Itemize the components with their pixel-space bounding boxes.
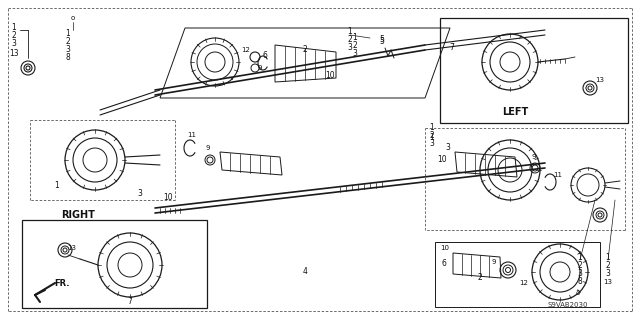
Text: S9VAB2030: S9VAB2030 <box>548 302 589 308</box>
Text: 1: 1 <box>353 33 357 41</box>
Text: 6: 6 <box>442 258 447 268</box>
Text: 2: 2 <box>578 262 582 271</box>
Text: 13: 13 <box>9 48 19 57</box>
Text: 3: 3 <box>429 139 435 149</box>
Text: 2: 2 <box>605 262 611 271</box>
Text: 9: 9 <box>532 154 536 160</box>
Text: RIGHT: RIGHT <box>61 210 95 220</box>
Text: 3: 3 <box>605 270 611 278</box>
Text: 10: 10 <box>163 192 173 202</box>
Text: 3: 3 <box>353 48 357 57</box>
Text: 10: 10 <box>325 71 335 80</box>
Text: 1: 1 <box>54 181 60 189</box>
Text: 3: 3 <box>577 270 582 278</box>
Text: 10: 10 <box>437 155 447 165</box>
Text: 6: 6 <box>262 50 268 60</box>
Text: 12: 12 <box>241 47 250 53</box>
Text: 2: 2 <box>429 131 435 140</box>
Text: 3: 3 <box>348 43 353 53</box>
Text: 1: 1 <box>605 254 611 263</box>
Text: o: o <box>71 15 75 21</box>
Text: 3: 3 <box>12 40 17 48</box>
Text: 8: 8 <box>66 53 70 62</box>
Text: 7: 7 <box>127 298 132 307</box>
Text: 1: 1 <box>429 133 435 143</box>
Text: 2: 2 <box>66 36 70 46</box>
Text: 12: 12 <box>520 280 529 286</box>
Text: 9: 9 <box>492 259 496 265</box>
Text: 1: 1 <box>12 24 17 33</box>
Text: 1: 1 <box>348 27 353 36</box>
Text: 1: 1 <box>578 254 582 263</box>
Text: 3: 3 <box>445 144 451 152</box>
Text: 2: 2 <box>348 35 353 44</box>
Text: FR.: FR. <box>54 278 70 287</box>
Text: 11: 11 <box>188 132 196 138</box>
Text: δ: δ <box>576 290 580 296</box>
Text: 1: 1 <box>66 28 70 38</box>
Text: 8: 8 <box>578 278 582 286</box>
Text: 2: 2 <box>477 273 483 283</box>
Text: 4: 4 <box>303 268 307 277</box>
Text: 2: 2 <box>303 46 307 55</box>
Text: 7: 7 <box>449 43 454 53</box>
Text: 5: 5 <box>380 38 385 47</box>
Text: 13: 13 <box>604 279 612 285</box>
Text: 13: 13 <box>67 245 77 251</box>
Text: 1: 1 <box>429 123 435 132</box>
Text: 13: 13 <box>595 77 605 83</box>
Text: 11: 11 <box>554 172 563 178</box>
Text: LEFT: LEFT <box>502 107 528 117</box>
Bar <box>22 220 207 308</box>
Text: 10: 10 <box>440 245 449 251</box>
Text: 2: 2 <box>12 32 17 41</box>
Text: 3: 3 <box>65 44 70 54</box>
Text: 9: 9 <box>205 145 211 151</box>
Text: 3: 3 <box>138 189 143 197</box>
Text: 2: 2 <box>353 41 357 49</box>
Bar <box>435 242 600 307</box>
Text: 5: 5 <box>380 35 385 44</box>
Bar <box>440 18 628 123</box>
Text: 9: 9 <box>258 65 262 71</box>
